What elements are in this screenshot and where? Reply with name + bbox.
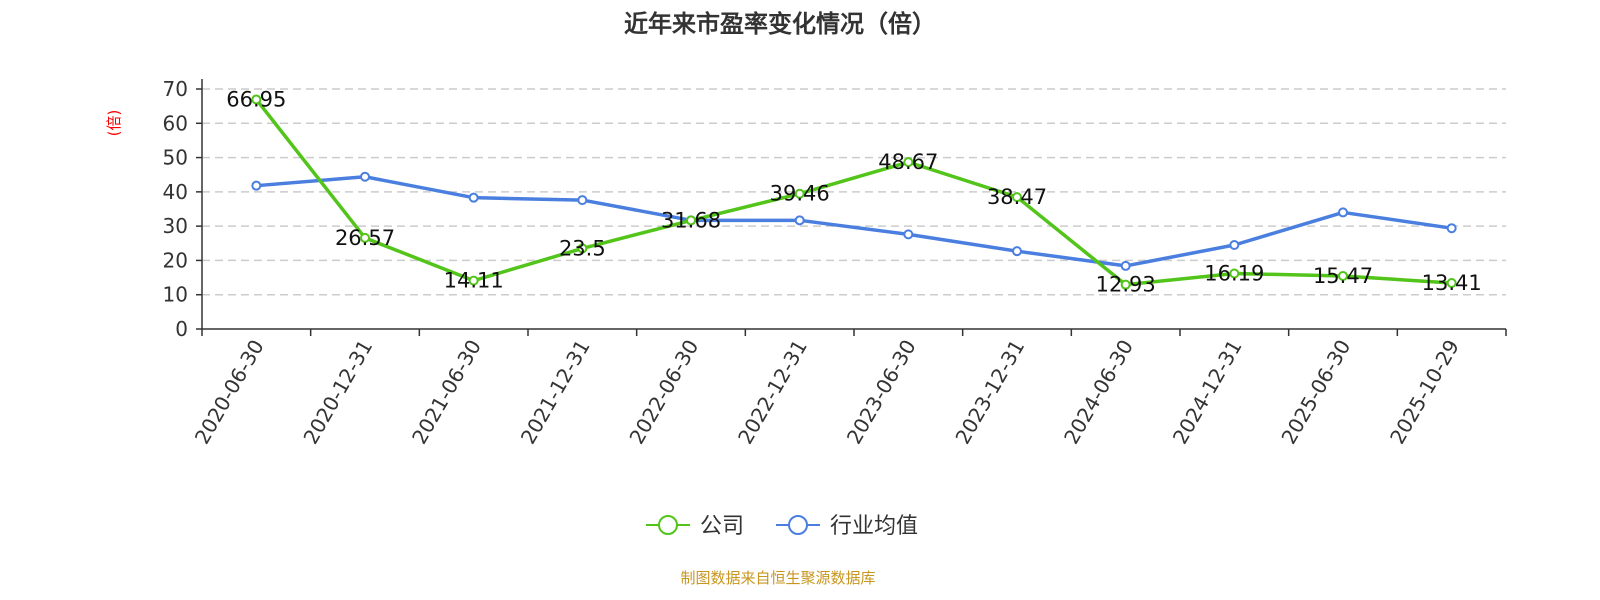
data-point [686,215,696,226]
series-line-0 [254,98,1452,287]
x-tick-label: 2025-10-29 [1385,336,1464,449]
x-tick-label: 2022-06-30 [624,336,703,449]
data-point [468,275,479,286]
x-tick-label: 2023-12-31 [950,336,1029,449]
x-tick-label: 2022-12-31 [733,336,812,449]
axes: 0 10 20 30 40 50 60 70 2020-06-30 2020-12-31 2021-… [163,77,1507,449]
y-tick-label: 10 [163,283,188,307]
data-label: 38.47 [987,185,1047,209]
legend-item-label: 行业均值 [830,514,918,539]
x-tick-label: 2020-12-31 [298,336,377,449]
data-label: 26.57 [335,226,395,250]
data-point [251,180,262,191]
data-point [468,192,479,203]
data-point [1120,279,1131,290]
data-point [360,232,370,243]
data-point [1229,240,1240,250]
y-tick-label: 0 [175,317,188,341]
data-label: 16.19 [1204,261,1264,285]
legend-marker-icon [788,515,808,535]
x-tick-label: 2025-06-30 [1276,336,1355,449]
y-tick-label: 70 [163,77,188,101]
data-label: 15.47 [1313,264,1373,288]
chart-title: 近年来市盈率变化情况（倍） [624,10,936,38]
data-point [1012,246,1022,257]
data-label: 14.11 [444,269,504,293]
data-point [1338,207,1348,218]
grid-lines [202,88,1506,296]
data-source-note: 制图数据来自恒生聚源数据库 [680,569,875,587]
legend-item-label: 公司 [700,514,744,539]
data-label: 23.5 [559,236,606,260]
data-point [903,229,914,240]
data-label: 66.95 [226,87,286,111]
y-tick-label: 40 [163,180,188,204]
data-point [794,188,805,199]
data-point [1012,192,1022,203]
data-point [360,171,370,182]
legend-marker-icon [658,515,678,535]
data-point [1446,278,1457,289]
series-group: 66.95 26.57 14.11 23.5 31.68 39.46 48.67 38.47 1… [226,87,1481,296]
data-point [1338,270,1348,281]
data-point [794,215,805,226]
data-label: 13.41 [1422,271,1482,295]
data-point [903,157,914,168]
x-tick-label: 2024-12-31 [1168,336,1247,449]
legend: 公司 行业均值 [646,514,918,539]
y-tick-label: 30 [163,214,188,238]
data-label: 48.67 [878,150,938,174]
x-tick-label: 2023-06-30 [842,335,921,448]
x-tick-label: 2021-06-30 [407,335,486,448]
y-axis-label: (倍) [105,110,123,137]
y-tick-label: 50 [163,146,188,170]
x-tick-label: 2024-06-30 [1059,336,1138,449]
data-label: 31.68 [661,208,721,232]
data-point [1229,268,1240,279]
y-tick-label: 60 [163,111,188,135]
data-point [1120,260,1131,271]
data-point [1446,223,1457,234]
data-label: 12.93 [1096,273,1156,297]
series-line-1 [256,175,1452,268]
data-label: 39.46 [770,182,830,206]
data-point [577,195,588,206]
data-point [251,94,262,105]
x-tick-label: 2020-06-30 [190,336,269,449]
data-point [577,243,588,254]
x-tick-label: 2021-12-31 [516,336,595,449]
y-tick-label: 20 [163,248,188,272]
